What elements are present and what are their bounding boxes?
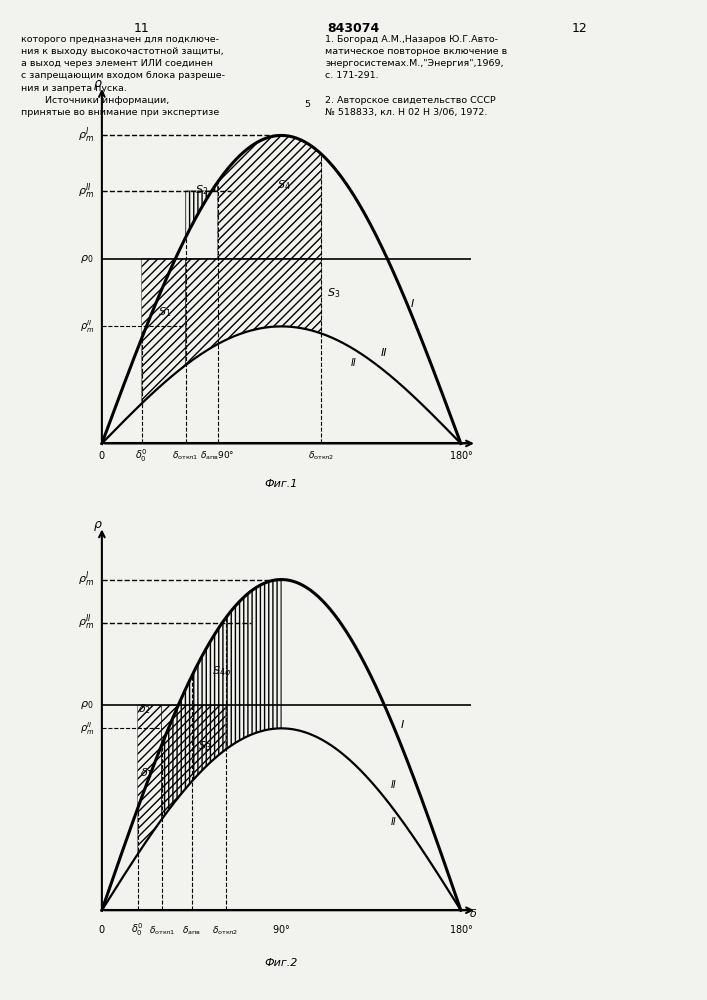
Text: $\delta_{\rm откл1}$: $\delta_{\rm откл1}$	[173, 450, 199, 462]
Text: $\delta_{\rm откл1}$: $\delta_{\rm откл1}$	[148, 924, 175, 937]
Text: 0: 0	[99, 925, 105, 935]
Text: $\rho_0$: $\rho_0$	[81, 253, 94, 265]
Text: 12: 12	[572, 22, 588, 35]
Text: $\delta_{\rm апв}$: $\delta_{\rm апв}$	[182, 924, 201, 937]
Text: $S_2$: $S_2$	[195, 183, 208, 197]
Text: $90°$: $90°$	[272, 923, 291, 935]
Text: Фиг.1: Фиг.1	[264, 479, 298, 489]
Text: I: I	[411, 299, 414, 309]
Text: $\rho$: $\rho$	[93, 78, 103, 92]
Text: $\delta_2$: $\delta_2$	[138, 702, 151, 716]
Text: 5: 5	[304, 100, 310, 109]
Text: $\rho^I_m$: $\rho^I_m$	[78, 126, 94, 145]
Text: I: I	[401, 720, 404, 730]
Text: $\delta_{\rm откл2}$: $\delta_{\rm откл2}$	[308, 450, 334, 462]
Text: $\rho^{II}_m$: $\rho^{II}_m$	[80, 720, 94, 737]
Text: II: II	[351, 358, 357, 368]
Text: $\rho^I_m$: $\rho^I_m$	[78, 570, 94, 589]
Text: II: II	[381, 348, 387, 358]
Text: $\rho^{II}_m$: $\rho^{II}_m$	[78, 181, 94, 201]
Text: $180°$: $180°$	[448, 449, 473, 461]
Text: $\delta_1$: $\delta_1$	[140, 766, 153, 780]
Text: $\delta_{\rm откл2}$: $\delta_{\rm откл2}$	[212, 924, 239, 937]
Text: 843074: 843074	[327, 22, 380, 35]
Text: $\delta_{\rm апв}90°$: $\delta_{\rm апв}90°$	[200, 450, 235, 462]
Text: $S_{4\varphi}$: $S_{4\varphi}$	[212, 664, 231, 681]
Text: $\delta^0_0$: $\delta^0_0$	[136, 447, 148, 464]
Text: 1. Богорад А.М.,Назаров Ю.Г.Авто-
матическое повторное включение в
энергосистема: 1. Богорад А.М.,Назаров Ю.Г.Авто- матиче…	[325, 35, 508, 117]
Text: $S_3$: $S_3$	[327, 286, 341, 300]
Text: $\rho_0$: $\rho_0$	[81, 699, 94, 711]
Text: II: II	[391, 817, 397, 827]
Text: Фиг.2: Фиг.2	[264, 958, 298, 968]
Text: $S_4$: $S_4$	[277, 179, 291, 192]
Text: 0: 0	[99, 451, 105, 461]
Text: II: II	[391, 780, 397, 790]
Text: $S_1$: $S_1$	[158, 305, 171, 319]
Text: $\rho$: $\rho$	[93, 519, 103, 533]
Text: которого предназначен для подключе-
ния к выходу высокочастотной защиты,
а выход: которого предназначен для подключе- ния …	[21, 35, 226, 117]
Text: 11: 11	[134, 22, 149, 35]
Text: $180°$: $180°$	[448, 923, 473, 935]
Text: $\delta^0_0$: $\delta^0_0$	[132, 922, 144, 938]
Text: $S_3$: $S_3$	[197, 739, 211, 753]
Text: $\rho^{II}_m$: $\rho^{II}_m$	[78, 613, 94, 632]
Text: $\delta$: $\delta$	[469, 907, 477, 919]
Text: $\rho^{II}_m$: $\rho^{II}_m$	[80, 318, 94, 335]
